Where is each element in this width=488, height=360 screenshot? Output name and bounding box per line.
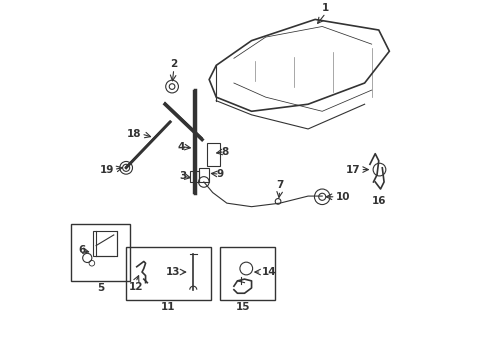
Text: 7: 7 — [276, 180, 283, 190]
Text: 2: 2 — [170, 59, 177, 69]
Bar — [189, 171, 198, 182]
Text: 8: 8 — [221, 147, 228, 157]
Text: 11: 11 — [161, 302, 175, 312]
Text: 4: 4 — [177, 141, 184, 152]
Text: 19: 19 — [99, 165, 114, 175]
Bar — [207, 143, 219, 166]
Text: 12: 12 — [128, 282, 142, 292]
Text: 13: 13 — [165, 267, 180, 277]
Bar — [198, 168, 209, 182]
Bar — [219, 247, 274, 300]
Text: 3: 3 — [179, 171, 186, 181]
Text: 16: 16 — [371, 196, 386, 206]
Text: 1: 1 — [322, 3, 329, 13]
Bar — [126, 247, 210, 300]
Text: 10: 10 — [335, 192, 349, 202]
Text: 5: 5 — [97, 283, 104, 293]
Text: 18: 18 — [126, 129, 141, 139]
Bar — [71, 224, 129, 281]
Text: 15: 15 — [235, 302, 249, 312]
Text: 17: 17 — [345, 165, 360, 175]
Bar — [92, 231, 117, 256]
Text: 9: 9 — [216, 169, 223, 179]
Text: 14: 14 — [261, 267, 276, 277]
Text: 6: 6 — [78, 246, 85, 256]
